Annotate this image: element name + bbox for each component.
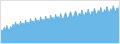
area-fill — [1, 5, 120, 44]
chart — [0, 0, 120, 44]
plot-frame — [1, 1, 120, 44]
plot-area — [1, 5, 120, 44]
line — [1, 5, 120, 33]
